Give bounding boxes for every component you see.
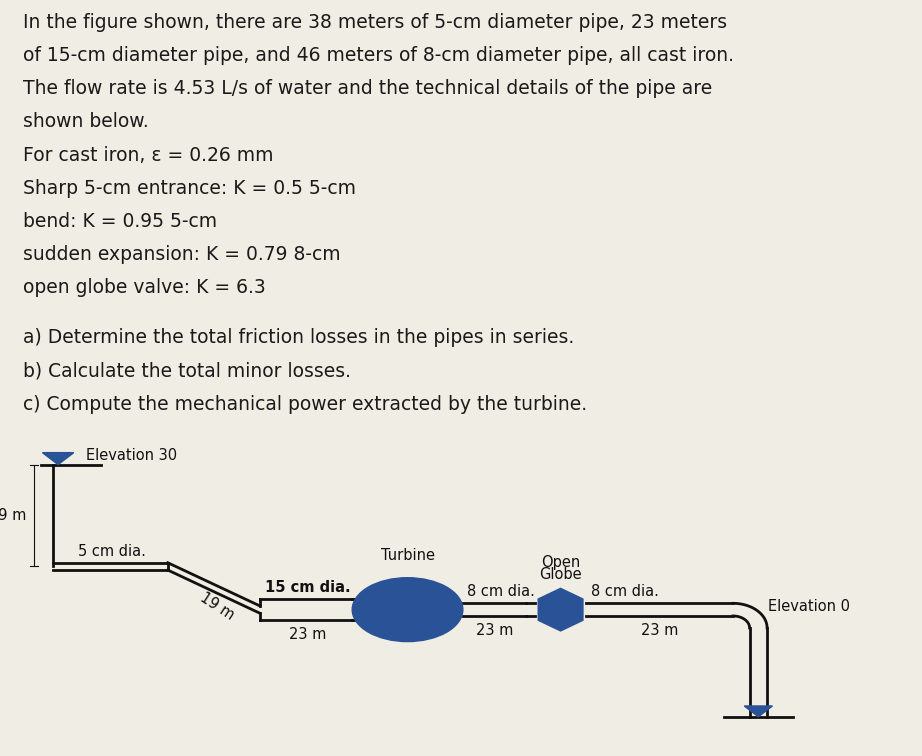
Text: Sharp 5-cm entrance: K = 0.5 5-cm: Sharp 5-cm entrance: K = 0.5 5-cm <box>23 179 356 198</box>
Polygon shape <box>744 706 773 717</box>
Text: b) Calculate the total minor losses.: b) Calculate the total minor losses. <box>23 361 351 380</box>
Text: a) Determine the total friction losses in the pipes in series.: a) Determine the total friction losses i… <box>23 328 574 347</box>
Text: 23 m: 23 m <box>641 623 679 637</box>
Text: Globe: Globe <box>539 567 582 581</box>
Text: Elevation 0: Elevation 0 <box>768 600 850 615</box>
Text: 8 cm dia.: 8 cm dia. <box>591 584 659 600</box>
Text: Elevation 30: Elevation 30 <box>86 448 177 463</box>
Text: of 15-cm diameter pipe, and 46 meters of 8-cm diameter pipe, all cast iron.: of 15-cm diameter pipe, and 46 meters of… <box>23 46 734 65</box>
Polygon shape <box>42 453 74 465</box>
Text: In the figure shown, there are 38 meters of 5-cm diameter pipe, 23 meters: In the figure shown, there are 38 meters… <box>23 13 727 32</box>
Ellipse shape <box>352 578 463 642</box>
Text: c) Compute the mechanical power extracted by the turbine.: c) Compute the mechanical power extracte… <box>23 395 587 414</box>
Text: bend: K = 0.95 5-cm: bend: K = 0.95 5-cm <box>23 212 218 231</box>
Text: 23 m: 23 m <box>289 627 326 642</box>
Text: 23 m: 23 m <box>476 623 513 637</box>
Text: open globe valve: K = 6.3: open globe valve: K = 6.3 <box>23 278 266 297</box>
Text: sudden expansion: K = 0.79 8-cm: sudden expansion: K = 0.79 8-cm <box>23 245 340 264</box>
Text: shown below.: shown below. <box>23 113 148 132</box>
Text: 5 cm dia.: 5 cm dia. <box>78 544 147 559</box>
Text: For cast iron, ε = 0.26 mm: For cast iron, ε = 0.26 mm <box>23 146 274 165</box>
Text: The flow rate is 4.53 L/s of water and the technical details of the pipe are: The flow rate is 4.53 L/s of water and t… <box>23 79 713 98</box>
Text: 15 cm dia.: 15 cm dia. <box>265 580 350 595</box>
Text: Turbine: Turbine <box>381 548 434 563</box>
Text: 19 m: 19 m <box>0 508 27 523</box>
Text: 8 cm dia.: 8 cm dia. <box>467 584 536 600</box>
Text: 19 m: 19 m <box>197 590 237 623</box>
Text: Open: Open <box>541 555 580 570</box>
Polygon shape <box>538 588 583 631</box>
